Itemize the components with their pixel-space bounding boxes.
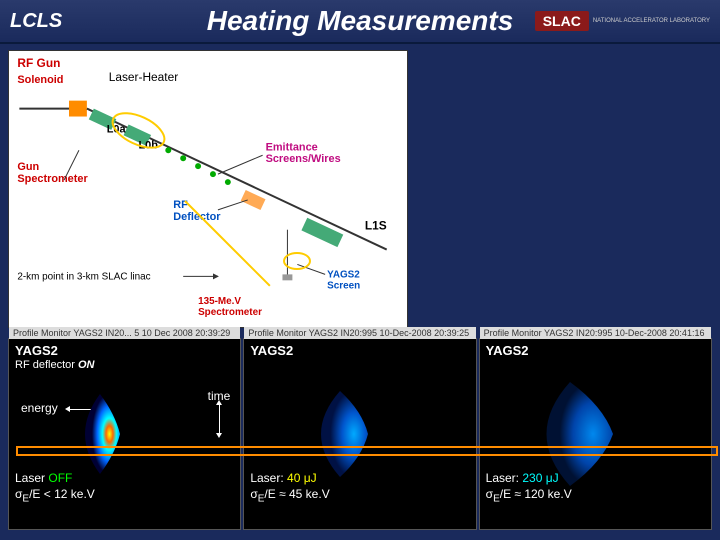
logo-lcls: LCLS bbox=[10, 10, 62, 33]
header: LCLS Heating Measurements SLAC NATIONAL … bbox=[0, 0, 720, 44]
yags2-label: YAGS2Screen bbox=[327, 269, 360, 291]
l1s-label: L1S bbox=[365, 219, 387, 233]
panel-0: Profile Monitor YAGS2 IN20... 5 10 Dec 2… bbox=[8, 338, 241, 530]
bottom-label-1: Laser: 40 μJ σE/E ≈ 45 ke.V bbox=[250, 471, 329, 505]
panel-yags-0: YAGS2 bbox=[15, 343, 58, 358]
panel-header-0: Profile Monitor YAGS2 IN20... 5 10 Dec 2… bbox=[9, 327, 240, 339]
panel-header-1: Profile Monitor YAGS2 IN20:995 10-Dec-20… bbox=[244, 327, 475, 339]
time-arrow-icon bbox=[219, 404, 220, 434]
rf-on-label: RF deflector ON bbox=[15, 359, 94, 371]
rf-def-label: RFDeflector bbox=[173, 199, 221, 223]
bottom-label-2: Laser: 230 μJ σE/E ≈ 120 ke.V bbox=[486, 471, 572, 505]
profile-row: Profile Monitor YAGS2 IN20... 5 10 Dec 2… bbox=[8, 338, 712, 530]
rf-gun-label: RF Gun bbox=[17, 56, 60, 70]
emit-label: EmittanceScreens/Wires bbox=[266, 141, 341, 165]
laser-heater-label: Laser-Heater bbox=[109, 70, 179, 84]
panel-2: Profile Monitor YAGS2 IN20:995 10-Dec-20… bbox=[479, 338, 712, 530]
beamline-diagram: RF Gun Solenoid Laser-Heater L0a L0b Gun… bbox=[8, 50, 408, 328]
page-title: Heating Measurements bbox=[207, 5, 514, 37]
l0a-label: L0a bbox=[107, 123, 127, 135]
mev-label: 135-Me.VSpectrometer bbox=[198, 296, 262, 318]
panel-yags-1: YAGS2 bbox=[250, 343, 293, 358]
km-label: 2-km point in 3-km SLAC linac bbox=[17, 271, 150, 282]
slac-subtitle: NATIONAL ACCELERATOR LABORATORY bbox=[593, 18, 710, 24]
bottom-label-0: Laser OFF σE/E < 12 ke.V bbox=[15, 471, 95, 505]
solenoid-label: Solenoid bbox=[17, 74, 63, 86]
panel-1: Profile Monitor YAGS2 IN20:995 10-Dec-20… bbox=[243, 338, 476, 530]
gun-spec-label: GunSpectrometer bbox=[17, 161, 88, 185]
highlight-ellipse bbox=[283, 252, 311, 270]
slac-logo: SLAC bbox=[535, 11, 589, 31]
energy-label: energy bbox=[21, 401, 58, 415]
logo-slac-wrap: SLAC NATIONAL ACCELERATOR LABORATORY bbox=[535, 11, 710, 31]
panel-yags-2: YAGS2 bbox=[486, 343, 529, 358]
panel-header-2: Profile Monitor YAGS2 IN20:995 10-Dec-20… bbox=[480, 327, 711, 339]
